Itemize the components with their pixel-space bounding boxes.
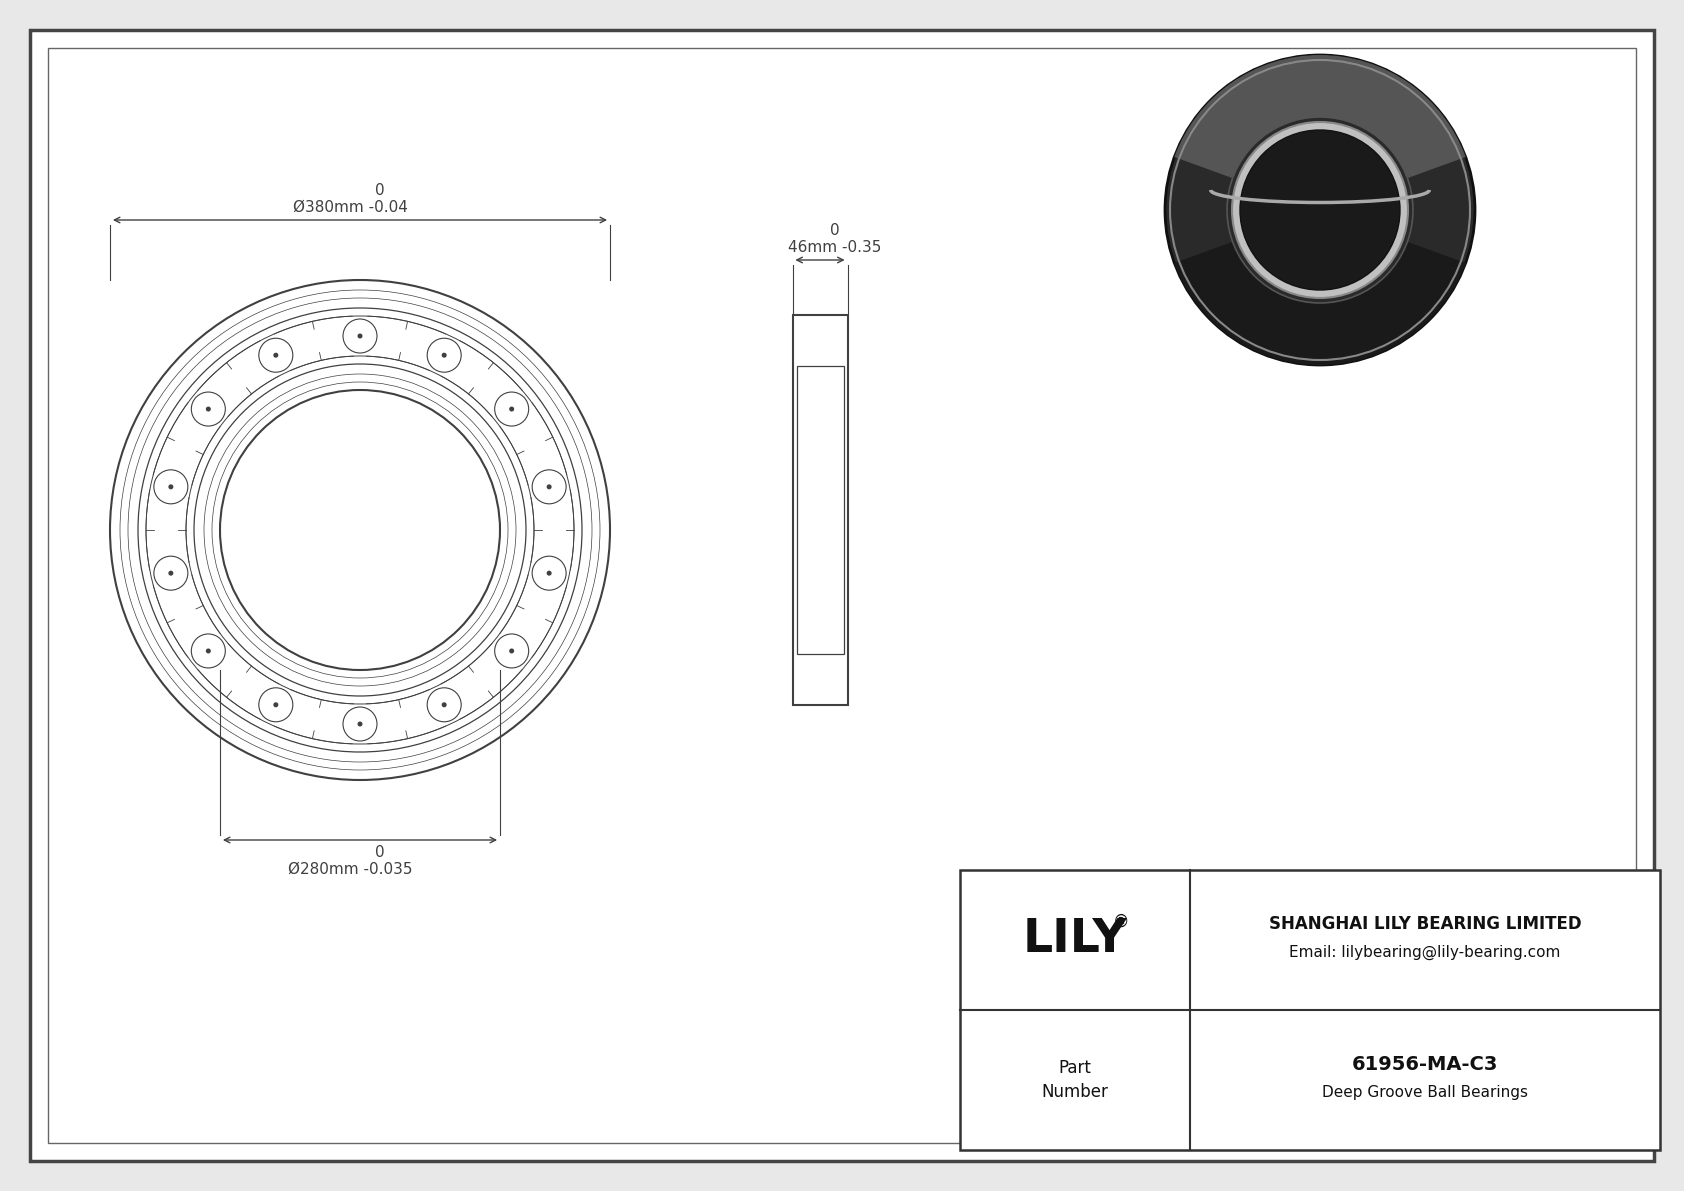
Text: Part
Number: Part Number — [1042, 1059, 1108, 1100]
Circle shape — [547, 485, 551, 488]
Circle shape — [207, 649, 210, 653]
Circle shape — [359, 722, 362, 725]
Bar — [797, 366, 844, 654]
Circle shape — [274, 354, 278, 357]
Text: 0: 0 — [376, 183, 386, 198]
Circle shape — [274, 703, 278, 706]
Text: 61956-MA-C3: 61956-MA-C3 — [1352, 1054, 1499, 1073]
Text: 0: 0 — [376, 844, 386, 860]
Text: 46mm -0.35: 46mm -0.35 — [788, 241, 882, 255]
Bar — [793, 314, 847, 705]
Text: Ø380mm -0.04: Ø380mm -0.04 — [293, 200, 408, 216]
Circle shape — [168, 572, 173, 575]
Circle shape — [1233, 121, 1408, 298]
Text: 0: 0 — [830, 223, 840, 238]
Circle shape — [510, 649, 514, 653]
Text: SHANGHAI LILY BEARING LIMITED: SHANGHAI LILY BEARING LIMITED — [1268, 915, 1581, 933]
Text: LILY: LILY — [1022, 917, 1127, 962]
Circle shape — [443, 703, 446, 706]
Circle shape — [359, 335, 362, 338]
Bar — [960, 869, 1660, 1151]
Circle shape — [443, 354, 446, 357]
Wedge shape — [1174, 242, 1465, 364]
Circle shape — [168, 485, 173, 488]
Text: ®: ® — [1113, 913, 1130, 931]
Text: Email: lilybearing@lily-bearing.com: Email: lilybearing@lily-bearing.com — [1290, 944, 1561, 960]
Text: Ø280mm -0.035: Ø280mm -0.035 — [288, 862, 413, 877]
Circle shape — [547, 572, 551, 575]
Circle shape — [207, 407, 210, 411]
Circle shape — [510, 407, 514, 411]
Wedge shape — [1174, 55, 1465, 179]
Circle shape — [1165, 55, 1475, 364]
Circle shape — [1239, 130, 1399, 289]
Text: Deep Groove Ball Bearings: Deep Groove Ball Bearings — [1322, 1085, 1527, 1099]
